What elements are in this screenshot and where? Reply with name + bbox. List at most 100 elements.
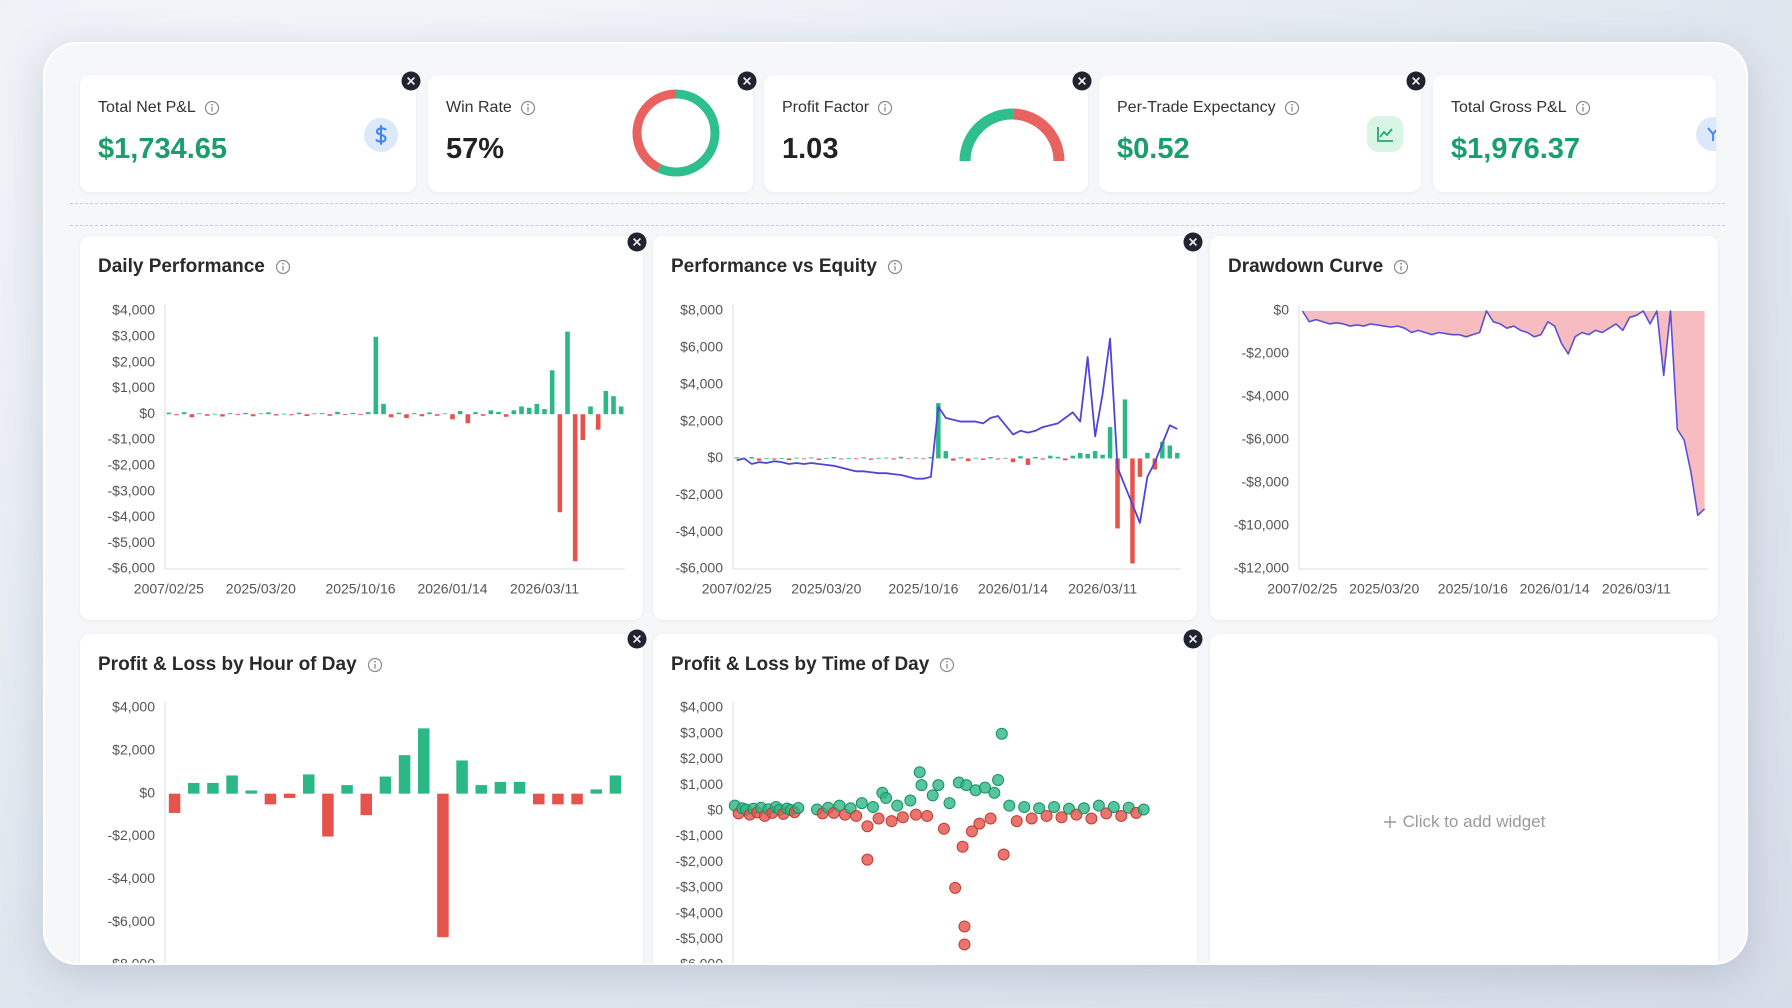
bar xyxy=(943,451,949,459)
bar xyxy=(303,774,315,794)
bar xyxy=(273,414,279,416)
bar xyxy=(235,414,241,415)
close-button[interactable] xyxy=(1183,232,1203,252)
profit-factor-gauge xyxy=(959,108,1065,162)
scatter-point xyxy=(792,801,805,814)
scatter-point xyxy=(904,794,917,807)
x-tick-label: 2026/01/14 xyxy=(417,581,487,597)
info-icon[interactable] xyxy=(1284,100,1300,116)
scatter-point xyxy=(943,797,956,810)
bar xyxy=(1160,441,1165,459)
bar xyxy=(411,413,417,415)
bar xyxy=(283,793,296,798)
scatter-point xyxy=(1107,800,1120,813)
y-tick-label: -$5,000 xyxy=(108,534,156,550)
bar xyxy=(809,457,814,459)
chart-title: Drawdown Curve xyxy=(1228,256,1384,277)
add-widget-button[interactable]: Click to add widget xyxy=(1210,812,1718,832)
scatter-point xyxy=(997,848,1010,861)
scatter-point xyxy=(984,812,997,825)
info-icon[interactable] xyxy=(1393,259,1409,275)
chart-title: Profit & Loss by Hour of Day xyxy=(98,654,357,675)
close-button[interactable] xyxy=(627,629,647,649)
close-button[interactable] xyxy=(401,71,421,91)
bar xyxy=(379,776,392,794)
bar xyxy=(906,458,911,460)
drawdown-area xyxy=(1302,311,1705,516)
kpi-label: Per-Trade Expectancy xyxy=(1117,99,1276,116)
bar xyxy=(618,406,624,415)
scatter-point xyxy=(880,791,893,804)
y-tick-label: -$4,000 xyxy=(1242,388,1290,404)
scatter-point xyxy=(891,799,904,812)
drawdown-line xyxy=(1301,310,1706,517)
close-button[interactable] xyxy=(1072,71,1092,91)
chart-header: Daily Performance xyxy=(98,256,291,278)
info-icon[interactable] xyxy=(1575,100,1591,116)
bar xyxy=(296,412,302,415)
bar xyxy=(588,406,593,415)
bar xyxy=(876,457,881,459)
info-icon[interactable] xyxy=(367,657,383,673)
bar xyxy=(188,782,200,794)
close-button[interactable] xyxy=(627,232,647,252)
add-widget-label[interactable]: Click to add widget xyxy=(1402,812,1546,831)
bar xyxy=(980,458,986,460)
bar xyxy=(243,412,248,415)
plus-icon xyxy=(1383,816,1396,828)
equity-line xyxy=(736,337,1178,524)
close-button[interactable] xyxy=(737,71,757,91)
close-button[interactable] xyxy=(1183,629,1203,649)
dollar-icon xyxy=(364,118,398,152)
win-rate-donut xyxy=(632,89,720,177)
bar xyxy=(1100,454,1105,459)
info-icon[interactable] xyxy=(939,657,955,673)
bar xyxy=(511,410,517,415)
y-tick-label: $0 xyxy=(139,405,155,421)
info-icon[interactable] xyxy=(877,100,893,116)
add-widget-card[interactable]: Click to add widget xyxy=(1210,634,1718,963)
x-tick-label: 2025/03/20 xyxy=(226,581,296,597)
bar xyxy=(250,414,256,417)
bar xyxy=(168,793,181,813)
bar xyxy=(475,785,487,794)
close-button[interactable] xyxy=(1406,71,1426,91)
x-tick-label: 2025/03/20 xyxy=(1349,581,1419,597)
info-icon[interactable] xyxy=(887,259,903,275)
scatter-point xyxy=(1115,809,1128,822)
y-tick-label: -$10,000 xyxy=(1234,517,1289,533)
chart-card: $8,000 $6,000 $4,000 $2,000 $0 -$2,000 -$4,000… xyxy=(653,236,1197,620)
drop-zone-line xyxy=(70,203,1725,204)
bar xyxy=(342,414,348,415)
scatter-point xyxy=(1085,812,1098,825)
bar xyxy=(1077,452,1083,459)
bar xyxy=(358,414,363,415)
bar xyxy=(457,411,463,415)
scatter-point xyxy=(909,808,922,821)
bar xyxy=(465,414,471,424)
y-tick-label: -$4,000 xyxy=(676,904,724,920)
scatter-point xyxy=(833,799,846,812)
bar xyxy=(450,414,455,420)
info-icon[interactable] xyxy=(520,100,536,116)
kpi-header: Per-Trade Expectancy xyxy=(1117,99,1300,117)
bar xyxy=(913,457,919,459)
bar xyxy=(360,793,372,816)
bar xyxy=(734,457,739,459)
scatter-point xyxy=(956,840,969,853)
info-icon[interactable] xyxy=(275,259,291,275)
bar xyxy=(437,793,449,938)
bar xyxy=(388,414,394,418)
bar xyxy=(341,785,353,794)
y-tick-label: $1,000 xyxy=(680,776,723,792)
y-tick-label: -$6,000 xyxy=(676,956,724,965)
y-tick-label: -$8,000 xyxy=(1242,474,1290,490)
bar xyxy=(764,457,769,459)
bar xyxy=(266,412,271,415)
info-icon[interactable] xyxy=(204,100,220,116)
bar xyxy=(226,775,238,794)
bar xyxy=(542,409,547,415)
scatter-point xyxy=(979,781,991,794)
y-tick-label: -$6,000 xyxy=(108,913,156,929)
x-tick-label: 2007/02/25 xyxy=(134,581,204,597)
